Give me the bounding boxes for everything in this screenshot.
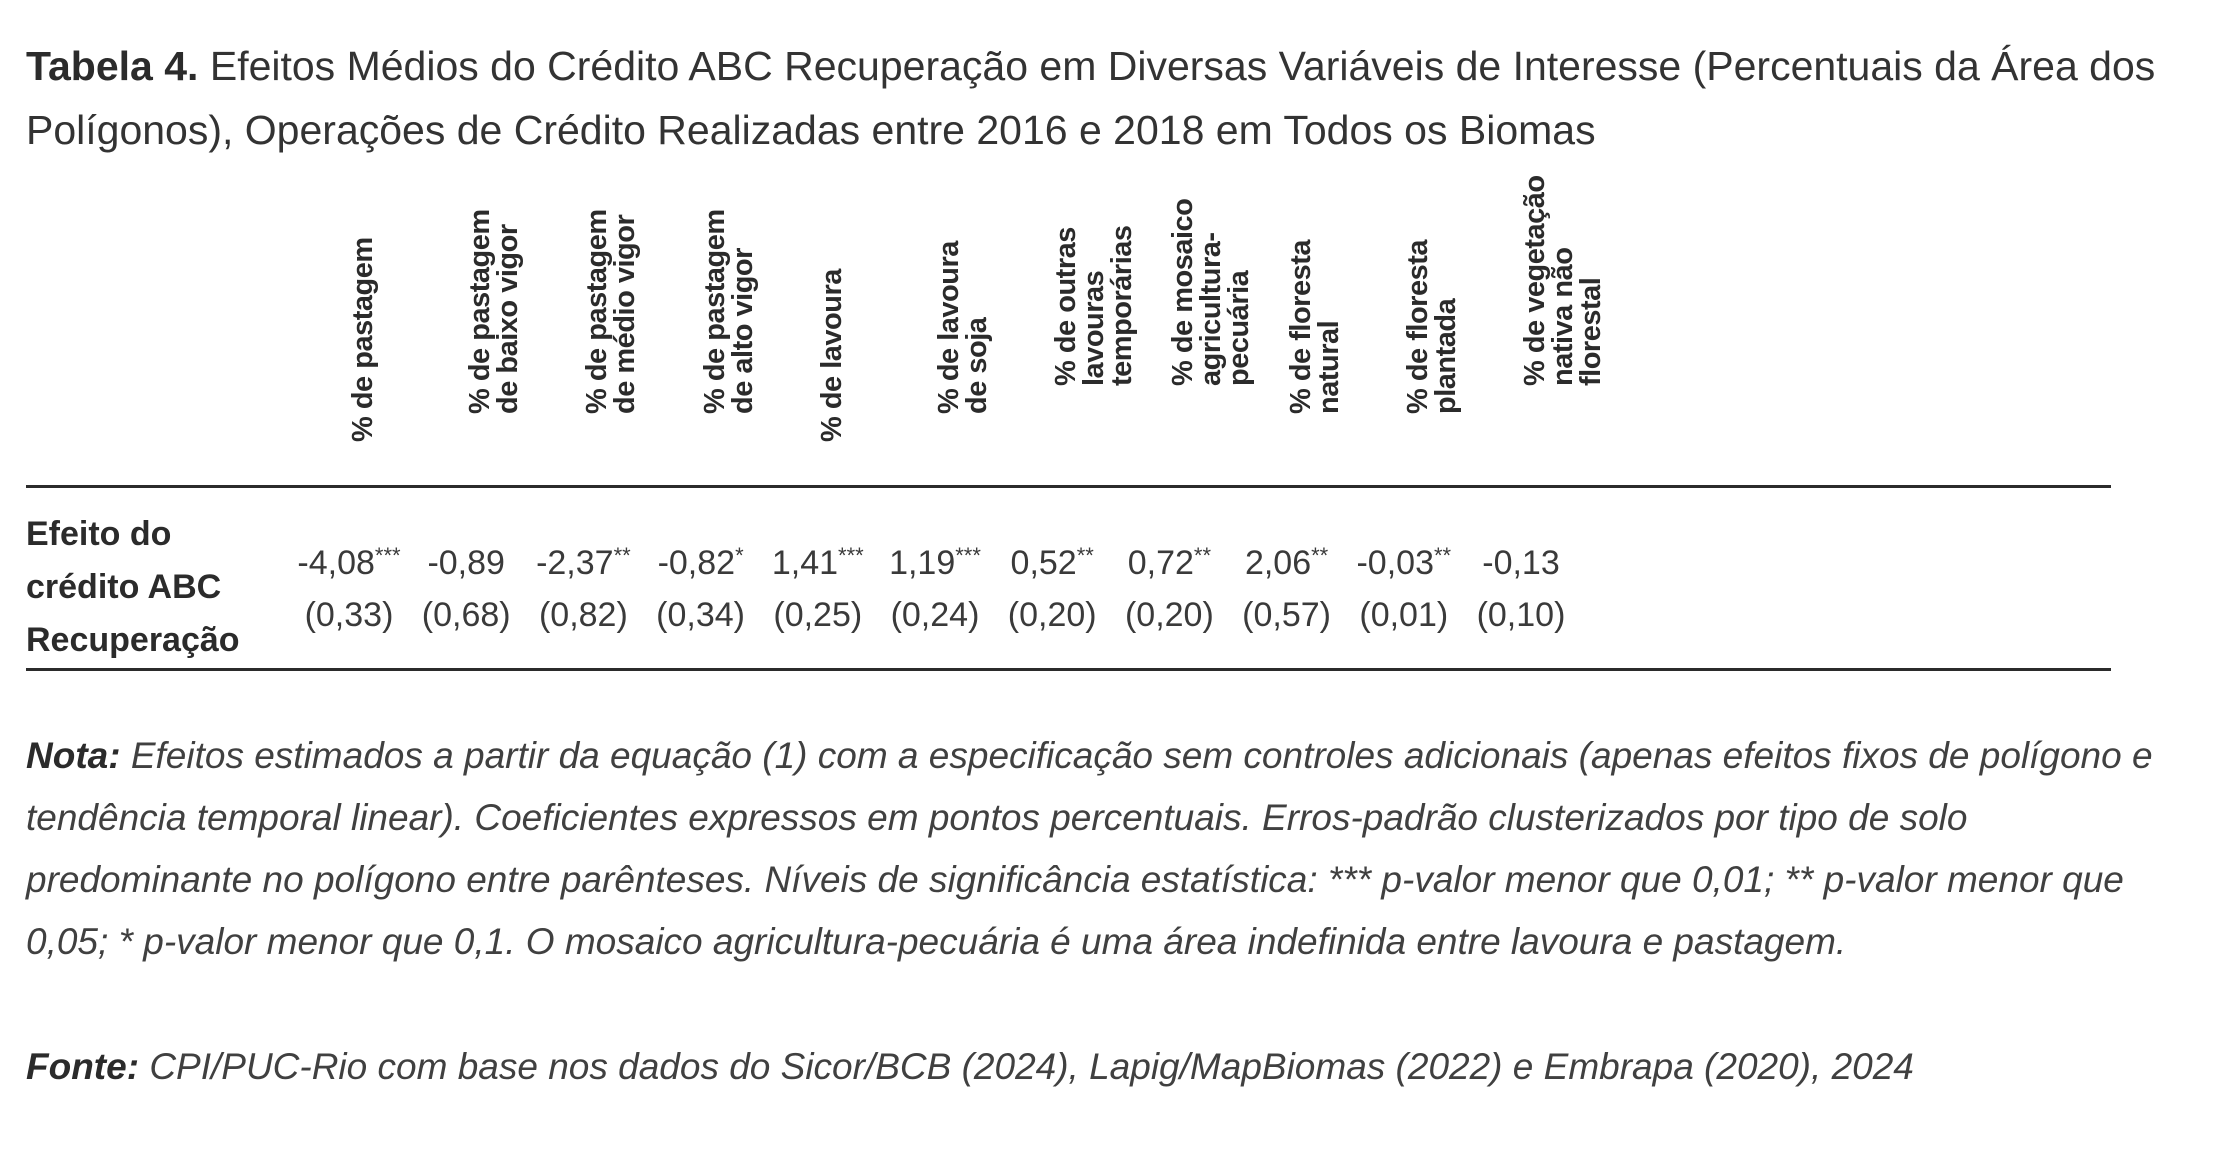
column-header-label: % de pastagem de médio vigor <box>581 209 642 414</box>
cell-estimate: 1,41*** <box>743 530 893 589</box>
cell-estimate: 0,52** <box>977 530 1127 589</box>
table-note: Nota: Efeitos estimados a partir da equa… <box>26 725 2186 973</box>
cell-estimate: 0,72** <box>1094 530 1244 589</box>
cell-std-error: (0,20) <box>1007 596 1097 634</box>
cell-std-error: (0,82) <box>538 596 628 634</box>
column-header: % de lavoura de soja <box>870 225 1000 470</box>
column-header: % de mosaico agricultura- pecuária <box>1104 199 1255 470</box>
column-header: % de vegetação nativa não florestal <box>1456 175 1607 470</box>
column-header: % de lavoura <box>753 225 883 470</box>
table-cell: 0,52** (0,20) <box>977 530 1127 641</box>
table-cell: -0,82* (0,34) <box>626 530 776 641</box>
estimate-value: 0,52 <box>1010 544 1077 582</box>
estimate-value: -0,89 <box>427 544 505 582</box>
column-header-label: % de floresta plantada <box>1401 240 1462 414</box>
table-cell: 2,06** (0,57) <box>1212 530 1362 641</box>
table-cell: -0,13 (0,10) <box>1446 530 1596 641</box>
cell-std-error: (0,10) <box>1476 596 1566 634</box>
cell-estimate: -4,08*** <box>274 530 424 589</box>
cell-estimate: -0,03** <box>1329 530 1479 589</box>
table-cell: 1,41*** (0,25) <box>743 530 893 641</box>
estimate-value: -2,37 <box>536 544 614 582</box>
significance-stars: * <box>735 543 744 568</box>
column-header-label: % de pastagem de alto vigor <box>698 209 759 414</box>
column-header-label: % de floresta natural <box>1284 240 1345 414</box>
estimate-value: -4,08 <box>297 544 375 582</box>
column-header-label: % de vegetação nativa não florestal <box>1519 175 1607 386</box>
column-header: % de outras lavouras temporárias <box>987 225 1138 470</box>
significance-stars: ** <box>613 543 631 568</box>
estimate-value: -0,13 <box>1482 544 1560 582</box>
cell-std-error: (0,20) <box>1124 596 1214 634</box>
note-label: Nota: <box>26 735 121 776</box>
column-header: % de pastagem de baixo vigor <box>401 209 531 470</box>
table-cell: -4,08*** (0,33) <box>274 530 424 641</box>
header-rule <box>26 485 2111 488</box>
cell-std-error: (0,57) <box>1242 596 1331 634</box>
cell-estimate: -0,82* <box>626 530 776 589</box>
significance-stars: ** <box>1433 543 1452 568</box>
cell-estimate: -0,13 <box>1446 530 1596 589</box>
estimate-value: -0,03 <box>1356 544 1434 582</box>
column-header-label: % de pastagem de baixo vigor <box>464 209 525 414</box>
column-header-label: % de lavoura de soja <box>933 241 993 414</box>
cell-estimate: 2,06** <box>1212 530 1362 589</box>
estimate-value: 0,72 <box>1127 544 1194 582</box>
table-cell: -2,37** (0,82) <box>508 530 658 641</box>
caption-text: Efeitos Médios do Crédito ABC Recuperaçã… <box>26 43 2156 153</box>
cell-std-error: (0,01) <box>1359 596 1449 634</box>
column-header: % de floresta natural <box>1222 225 1352 470</box>
table-cell: -0,89 (0,68) <box>391 530 541 641</box>
cell-std-error: (0,68) <box>421 596 511 634</box>
significance-stars: ** <box>1193 543 1212 568</box>
estimate-value: -0,82 <box>657 544 736 582</box>
significance-stars: *** <box>374 543 401 568</box>
table-cell: 0,72** (0,20) <box>1094 530 1244 641</box>
cell-estimate: -2,37** <box>508 530 658 589</box>
column-header: % de pastagem de alto vigor <box>636 209 766 470</box>
note-text: Efeitos estimados a partir da equação (1… <box>26 735 2153 962</box>
cell-std-error: (0,34) <box>656 596 745 634</box>
table-source: Fonte: CPI/PUC-Rio com base nos dados do… <box>26 1036 2186 1098</box>
caption-label: Tabela 4. <box>26 43 199 89</box>
column-header: % de pastagem de médio vigor <box>518 209 648 470</box>
cell-std-error: (0,25) <box>773 596 863 634</box>
table-caption: Tabela 4. Efeitos Médios do Crédito ABC … <box>26 34 2186 162</box>
significance-stars: ** <box>1311 543 1329 568</box>
cell-std-error: (0,33) <box>304 596 394 634</box>
column-header: % de floresta plantada <box>1339 225 1469 470</box>
cell-estimate: 1,19*** <box>860 530 1010 589</box>
cell-estimate: -0,89 <box>391 530 541 589</box>
column-header: % de pastagem <box>284 225 414 470</box>
significance-stars: *** <box>838 543 864 568</box>
column-header-label: % de pastagem <box>347 237 379 442</box>
estimate-value: 1,41 <box>771 544 839 582</box>
results-table: % de pastagem % de pastagem de baixo vigo… <box>26 0 2111 700</box>
table-cell: -0,03** (0,01) <box>1329 530 1479 641</box>
source-text: CPI/PUC-Rio com base nos dados do Sicor/… <box>149 1046 1914 1087</box>
row-label: Efeito do crédito ABC Recuperação <box>26 515 240 659</box>
table-cell: 1,19*** (0,24) <box>860 530 1010 641</box>
estimate-value: 2,06 <box>1244 544 1312 582</box>
column-header-label: % de lavoura <box>815 269 848 442</box>
estimate-value: 1,19 <box>889 544 956 582</box>
significance-stars: ** <box>1076 543 1094 568</box>
source-label: Fonte: <box>26 1046 140 1087</box>
bottom-rule <box>26 668 2111 671</box>
cell-std-error: (0,24) <box>890 596 980 634</box>
significance-stars: *** <box>955 543 981 568</box>
